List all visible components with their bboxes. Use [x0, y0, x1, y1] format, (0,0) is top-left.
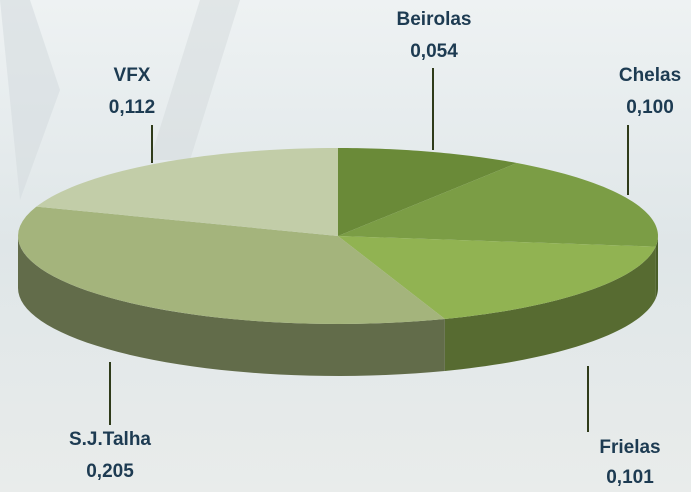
pie	[18, 148, 658, 376]
value-label: 0,205	[86, 461, 134, 482]
value-label: 0,100	[626, 97, 674, 118]
background-shape	[0, 0, 60, 200]
value-label: 0,112	[109, 97, 156, 118]
pie-slice	[18, 206, 445, 324]
pie-slice	[36, 148, 339, 236]
background-shape	[150, 0, 240, 160]
labels: Beirolas 0,054 Chelas 0,100 Frielas 0,101 S.J.…	[69, 9, 681, 488]
category-label: S.J.Talha	[69, 429, 151, 450]
category-label: VFX	[114, 65, 151, 86]
pie-side	[655, 236, 658, 299]
value-label: 0,101	[606, 467, 654, 488]
pie-slice	[338, 163, 658, 247]
pie-slice	[338, 236, 656, 319]
category-label: Chelas	[619, 65, 681, 86]
category-label: Frielas	[599, 437, 660, 458]
category-label: Beirolas	[397, 9, 472, 30]
value-label: 0,054	[410, 41, 458, 62]
pie-side	[444, 246, 656, 371]
pie-side	[18, 236, 445, 376]
pie-slice	[338, 148, 517, 236]
